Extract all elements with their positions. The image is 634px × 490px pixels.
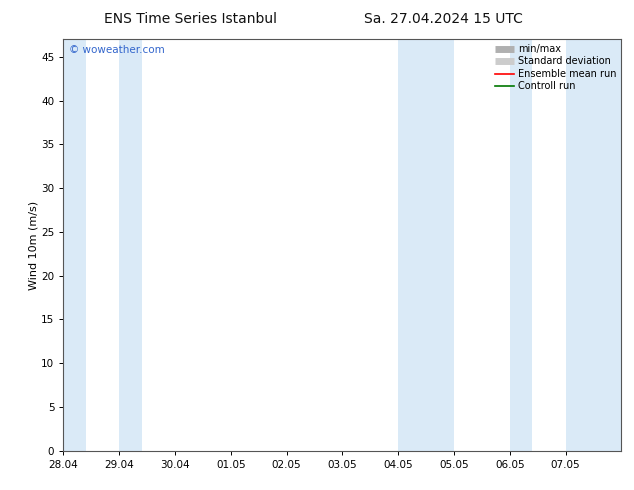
Bar [398, 39, 454, 451]
Bar [63, 39, 86, 451]
Bar [510, 39, 532, 451]
Text: ENS Time Series Istanbul: ENS Time Series Istanbul [104, 12, 276, 26]
Legend: min/max, Standard deviation, Ensemble mean run, Controll run: min/max, Standard deviation, Ensemble me… [493, 42, 618, 93]
Text: Sa. 27.04.2024 15 UTC: Sa. 27.04.2024 15 UTC [365, 12, 523, 26]
Bar [119, 39, 141, 451]
Bar [566, 39, 621, 451]
Y-axis label: Wind 10m (m/s): Wind 10m (m/s) [29, 200, 38, 290]
Text: © woweather.com: © woweather.com [69, 46, 165, 55]
